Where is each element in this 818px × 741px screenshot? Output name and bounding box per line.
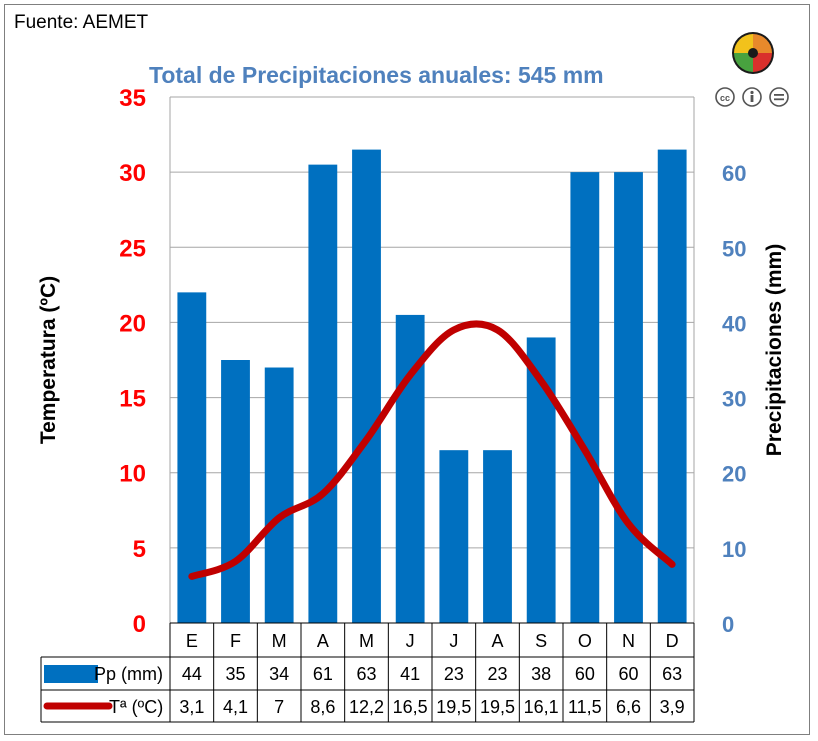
table-cell: 16,5 — [393, 697, 428, 717]
table-cell: 63 — [356, 664, 376, 684]
chart-title: Total de Precipitaciones anuales: 545 mm — [149, 62, 604, 88]
table-cell: 12,2 — [349, 697, 384, 717]
right-tick-label: 40 — [722, 311, 746, 336]
category-label: N — [622, 631, 635, 651]
right-tick-label: 20 — [722, 462, 746, 487]
table-cell: 11,5 — [568, 697, 602, 717]
left-tick-label: 35 — [119, 85, 146, 112]
right-tick-label: 50 — [722, 236, 746, 261]
table-cell: 23 — [444, 664, 464, 684]
left-tick-label: 20 — [119, 310, 146, 337]
bar — [221, 360, 250, 623]
right-tick-label: 30 — [722, 387, 746, 412]
table-cell: 63 — [662, 664, 682, 684]
table-cell: 61 — [313, 664, 333, 684]
table-cell: 7 — [274, 697, 284, 717]
legend-key-precip — [44, 665, 98, 683]
table-cell: 3,1 — [179, 697, 204, 717]
left-tick-label: 15 — [119, 386, 146, 413]
category-label: M — [359, 631, 374, 651]
left-axis-title: Temperatura (ºC) — [37, 276, 60, 444]
left-tick-label: 0 — [133, 611, 146, 638]
bar — [614, 172, 643, 623]
bar — [308, 164, 338, 623]
category-label: M — [272, 631, 287, 651]
table-cell: 4,1 — [223, 697, 248, 717]
table-cell: 44 — [182, 664, 202, 684]
legend-label-temp: Tª (ºC) — [109, 697, 163, 717]
bar — [657, 149, 687, 623]
legend-label-precip: Pp (mm) — [94, 664, 163, 684]
category-label: J — [449, 631, 458, 651]
category-label: F — [230, 631, 241, 651]
category-label: J — [406, 631, 415, 651]
table-cell: 41 — [400, 664, 420, 684]
right-tick-label: 60 — [722, 161, 746, 186]
left-tick-label: 10 — [119, 461, 146, 488]
temperature-line — [188, 320, 676, 580]
table-cell: 3,9 — [660, 697, 685, 717]
table-cell: 35 — [225, 664, 245, 684]
svg-text:cc: cc — [720, 93, 730, 103]
table-cell: 8,6 — [310, 697, 335, 717]
table-cell: 60 — [618, 664, 638, 684]
category-label: S — [535, 631, 547, 651]
category-label: A — [317, 631, 329, 651]
left-tick-label: 30 — [119, 160, 146, 187]
right-axis-title: Precipitaciones (mm) — [763, 244, 786, 456]
category-label: A — [491, 631, 503, 651]
category-label: E — [186, 631, 198, 651]
table-cell: 23 — [487, 664, 507, 684]
left-tick-label: 5 — [133, 536, 146, 563]
right-tick-label: 0 — [722, 612, 734, 637]
bar — [439, 450, 469, 623]
table-cell: 34 — [269, 664, 289, 684]
category-label: O — [578, 631, 592, 651]
source-label: Fuente: AEMET — [14, 12, 149, 33]
table-cell: 19,5 — [436, 697, 471, 717]
bar — [570, 172, 600, 623]
right-tick-label: 10 — [722, 537, 746, 562]
creative-commons-icon: cc — [715, 87, 789, 107]
table-cell: 38 — [531, 664, 551, 684]
chart-frame — [4, 4, 810, 735]
table-cell: 6,6 — [616, 697, 641, 717]
left-tick-label: 25 — [119, 235, 146, 262]
table-cell: 60 — [575, 664, 595, 684]
bar — [264, 367, 294, 623]
table-cell: 19,5 — [480, 697, 515, 717]
bar — [352, 149, 381, 623]
bar — [177, 292, 207, 623]
table-cell: 16,1 — [524, 697, 559, 717]
puzzle-logo-icon — [732, 32, 774, 74]
category-label: D — [666, 631, 679, 651]
bar — [483, 450, 512, 623]
